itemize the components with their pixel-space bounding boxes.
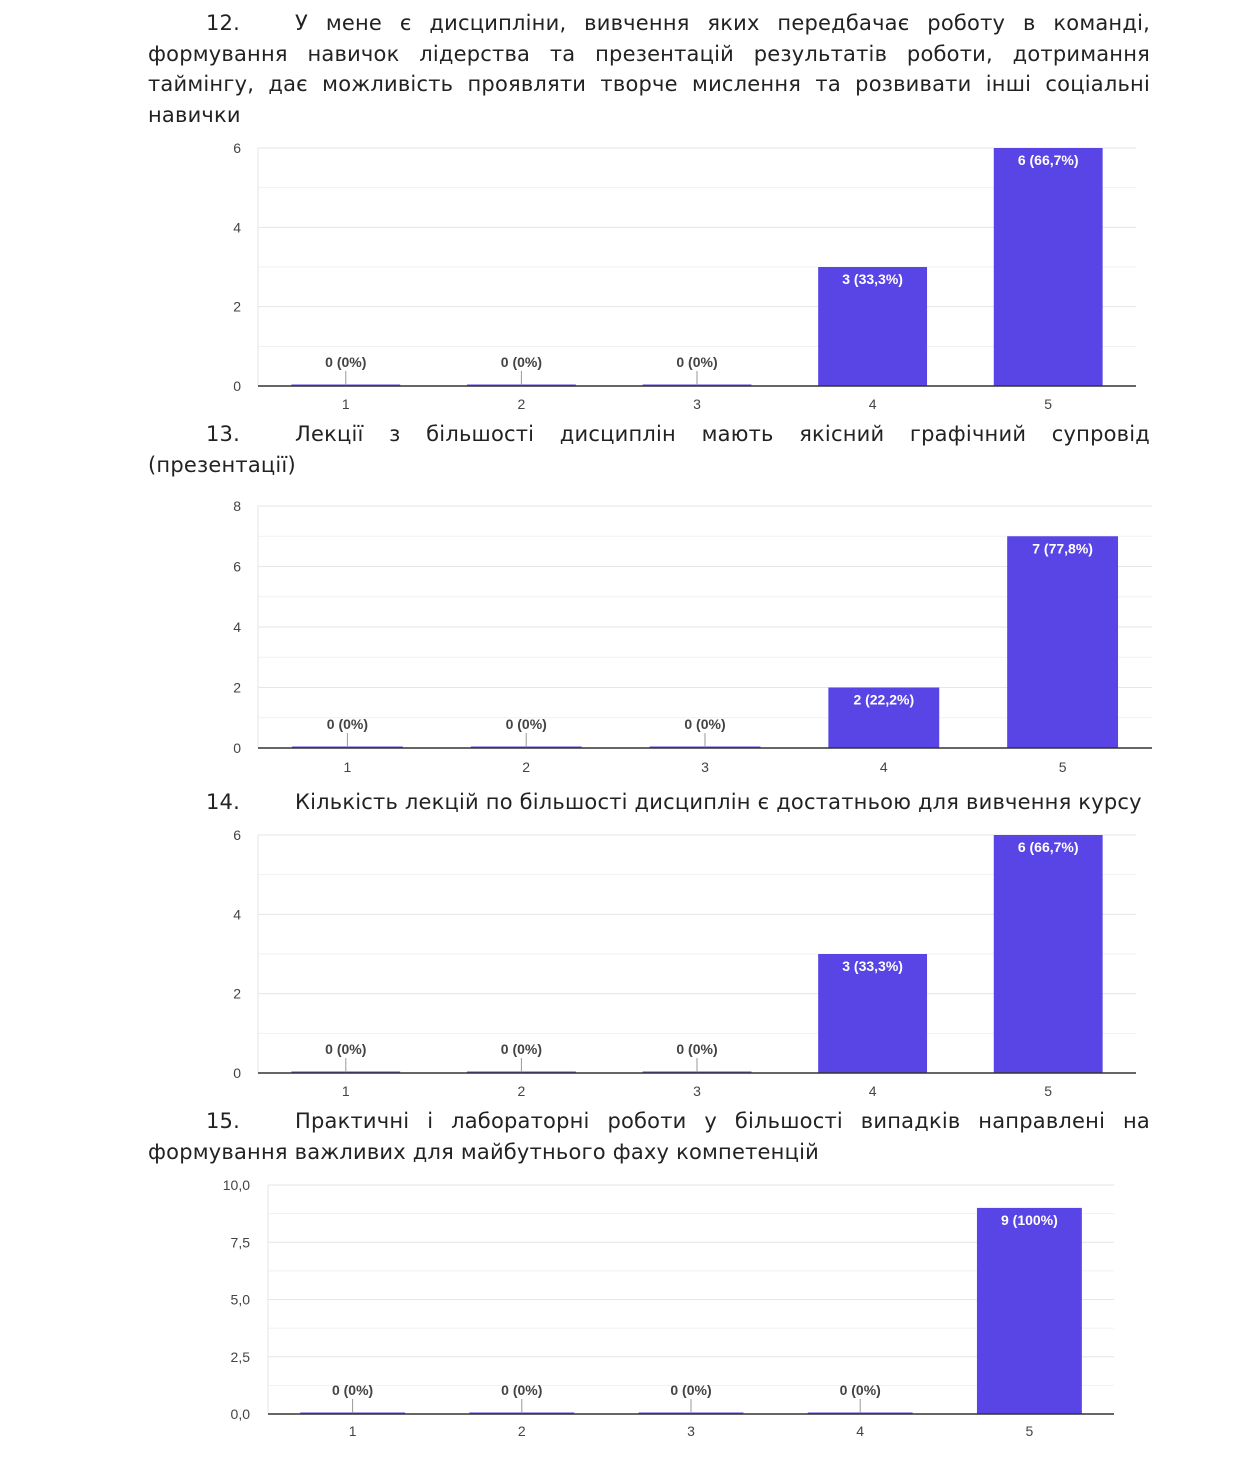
data-label: 0 (0%) bbox=[325, 1041, 366, 1057]
data-label: 0 (0%) bbox=[327, 716, 368, 732]
data-label: 7 (77,8%) bbox=[1032, 540, 1093, 556]
x-tick-label: 2 bbox=[518, 1423, 526, 1439]
bar bbox=[818, 267, 928, 386]
data-label: 0 (0%) bbox=[676, 354, 717, 370]
y-tick-label: 4 bbox=[233, 619, 241, 635]
data-label: 3 (33,3%) bbox=[842, 958, 903, 974]
y-tick-label: 10,0 bbox=[223, 1177, 250, 1193]
y-tick-label: 5,0 bbox=[231, 1292, 251, 1308]
y-tick-label: 6 bbox=[233, 559, 241, 575]
data-label: 0 (0%) bbox=[501, 1041, 542, 1057]
bar bbox=[818, 954, 928, 1073]
x-tick-label: 4 bbox=[869, 1083, 877, 1099]
data-label: 0 (0%) bbox=[501, 1382, 542, 1398]
x-tick-label: 3 bbox=[701, 759, 709, 775]
y-tick-label: 6 bbox=[233, 140, 241, 156]
y-tick-label: 2 bbox=[233, 680, 241, 696]
y-tick-label: 2 bbox=[233, 986, 241, 1002]
bar bbox=[1007, 536, 1119, 748]
data-label: 0 (0%) bbox=[840, 1382, 881, 1398]
x-tick-label: 5 bbox=[1044, 1083, 1052, 1099]
x-tick-label: 2 bbox=[518, 396, 526, 412]
bar-chart-15: 0,0 2,5 5,0 7,5 10,0 0 (0%) 1 0 (0%) 2 0 (0%) 3 0 (… bbox=[223, 1177, 1114, 1439]
bar-chart-14: 0 2 4 6 0 (0%) 1 0 (0%) 2 0 (0%) 3 3 (33,3%) 4 6 (66… bbox=[233, 827, 1136, 1099]
data-label: 3 (33,3%) bbox=[842, 271, 903, 287]
y-tick-label: 0,0 bbox=[231, 1406, 251, 1422]
bar bbox=[993, 835, 1103, 1073]
x-tick-label: 5 bbox=[1059, 759, 1067, 775]
question-13: 13. Лекції з більшості дисциплін мають як… bbox=[148, 419, 1150, 480]
x-tick-label: 5 bbox=[1044, 396, 1052, 412]
x-tick-label: 2 bbox=[518, 1083, 526, 1099]
data-label: 0 (0%) bbox=[684, 716, 725, 732]
question-number: 13. bbox=[206, 422, 240, 446]
question-text: Практичні і лабораторні роботи у більшос… bbox=[148, 1109, 1150, 1164]
y-tick-label: 2 bbox=[233, 299, 241, 315]
x-tick-label: 1 bbox=[344, 759, 352, 775]
bar bbox=[828, 687, 940, 748]
data-label: 2 (22,2%) bbox=[853, 692, 914, 708]
y-tick-label: 7,5 bbox=[231, 1234, 251, 1250]
y-tick-label: 4 bbox=[233, 906, 241, 922]
x-tick-label: 3 bbox=[687, 1423, 695, 1439]
question-text: Кількість лекцій по більшості дисциплін … bbox=[295, 790, 1142, 814]
data-label: 0 (0%) bbox=[332, 1382, 373, 1398]
y-tick-label: 0 bbox=[233, 1065, 241, 1081]
x-tick-label: 4 bbox=[880, 759, 888, 775]
data-label: 6 (66,7%) bbox=[1018, 152, 1079, 168]
y-tick-label: 0 bbox=[233, 740, 241, 756]
question-text: Лекції з більшості дисциплін мають якісн… bbox=[148, 422, 1150, 477]
x-tick-label: 5 bbox=[1026, 1423, 1034, 1439]
x-tick-label: 2 bbox=[522, 759, 530, 775]
x-tick-label: 3 bbox=[693, 1083, 701, 1099]
bar-chart-12: 0 2 4 6 0 (0%) 1 0 (0%) 2 0 (0%) 3 3 (33,3%) 4 6 (66… bbox=[233, 140, 1136, 412]
question-12: 12. У мене є дисципліни, вивчення яких пе… bbox=[148, 8, 1150, 130]
x-tick-label: 3 bbox=[693, 396, 701, 412]
x-tick-label: 1 bbox=[349, 1423, 357, 1439]
data-label: 9 (100%) bbox=[1001, 1212, 1058, 1228]
data-label: 0 (0%) bbox=[676, 1041, 717, 1057]
bar-chart-13: 0 2 4 6 8 0 (0%) 1 0 (0%) 2 0 (0%) 3 2 (22,2%) 4 7 (7… bbox=[233, 498, 1152, 775]
question-number: 14. bbox=[206, 790, 240, 814]
data-label: 0 (0%) bbox=[670, 1382, 711, 1398]
data-label: 0 (0%) bbox=[501, 354, 542, 370]
bar bbox=[976, 1207, 1082, 1414]
y-tick-label: 4 bbox=[233, 219, 241, 235]
x-tick-label: 4 bbox=[869, 396, 877, 412]
x-tick-label: 4 bbox=[856, 1423, 864, 1439]
x-tick-label: 1 bbox=[342, 1083, 350, 1099]
y-tick-label: 0 bbox=[233, 378, 241, 394]
x-tick-label: 1 bbox=[342, 396, 350, 412]
y-tick-label: 2,5 bbox=[231, 1349, 251, 1365]
question-number: 15. bbox=[206, 1109, 240, 1133]
y-tick-label: 8 bbox=[233, 498, 241, 514]
data-label: 0 (0%) bbox=[506, 716, 547, 732]
data-label: 6 (66,7%) bbox=[1018, 839, 1079, 855]
question-text: У мене є дисципліни, вивчення яких перед… bbox=[148, 11, 1150, 127]
bar bbox=[993, 148, 1103, 386]
question-14: 14. Кількість лекцій по більшості дисципл… bbox=[148, 787, 1150, 818]
question-number: 12. bbox=[206, 11, 240, 35]
question-15: 15. Практичні і лабораторні роботи у біль… bbox=[148, 1106, 1150, 1167]
y-tick-label: 6 bbox=[233, 827, 241, 843]
data-label: 0 (0%) bbox=[325, 354, 366, 370]
